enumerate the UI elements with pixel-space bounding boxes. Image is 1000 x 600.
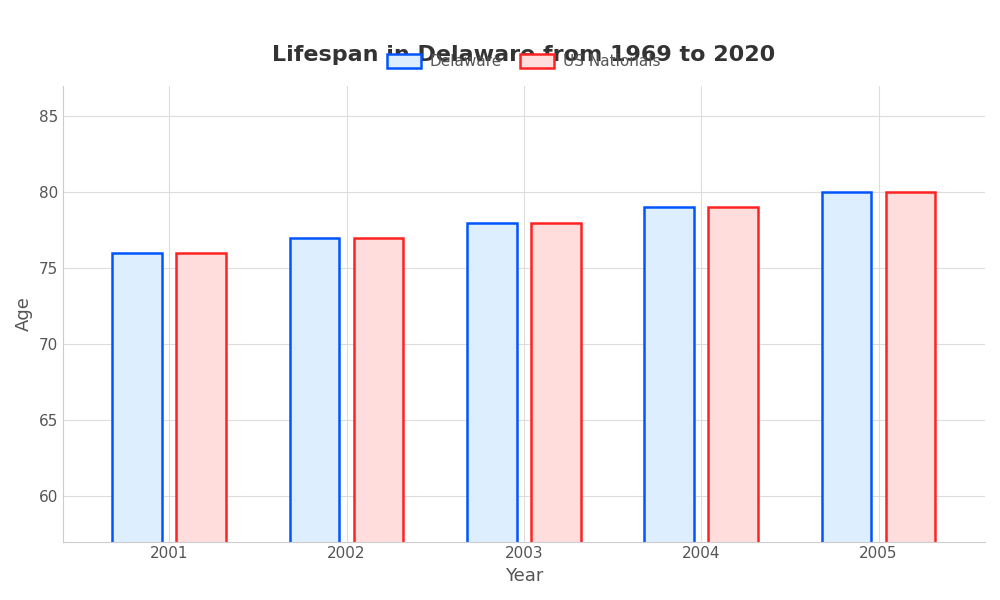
Bar [354, 238, 403, 600]
Bar [176, 253, 226, 600]
Bar [531, 223, 581, 600]
Title: Lifespan in Delaware from 1969 to 2020: Lifespan in Delaware from 1969 to 2020 [272, 45, 776, 65]
X-axis label: Year: Year [505, 567, 543, 585]
Bar [290, 238, 339, 600]
Bar [886, 193, 935, 600]
Bar [112, 253, 162, 600]
Bar [467, 223, 517, 600]
Bar [708, 208, 758, 600]
Bar [822, 193, 871, 600]
Bar [644, 208, 694, 600]
Y-axis label: Age: Age [15, 296, 33, 331]
Legend: Delaware, US Nationals: Delaware, US Nationals [381, 48, 667, 76]
